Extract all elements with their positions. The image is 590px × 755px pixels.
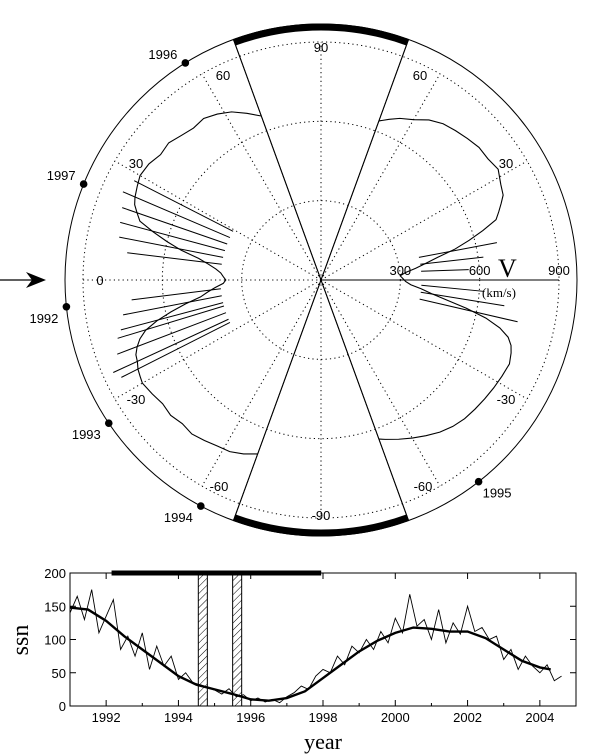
angle-tick-label: 90 xyxy=(314,40,328,55)
y-tick-label: 200 xyxy=(44,566,66,581)
angle-tick-label: -90 xyxy=(312,508,331,523)
polar-series xyxy=(113,111,518,455)
arrow-head-icon xyxy=(26,272,46,288)
year-dot xyxy=(474,477,483,486)
speed-spike xyxy=(122,207,228,245)
x-tick-label: 2002 xyxy=(453,710,482,725)
x-tick-label: 2004 xyxy=(525,710,554,725)
speed-spike xyxy=(122,295,222,316)
radial-tick-label: 900 xyxy=(548,263,570,278)
speed-spike xyxy=(133,180,234,232)
sector-arc xyxy=(233,23,409,46)
year-label: 1995 xyxy=(483,486,512,501)
speed-spike xyxy=(119,236,224,258)
y-tick-label: 50 xyxy=(52,666,66,681)
year-dot xyxy=(197,502,205,510)
y-tick-label: 0 xyxy=(59,699,66,714)
y-axis-title: ssn xyxy=(8,625,34,656)
grid-spoke xyxy=(201,73,322,281)
speed-trace-right xyxy=(378,117,512,440)
speed-spike xyxy=(120,221,226,252)
hatched-band xyxy=(232,572,243,707)
speed-spike xyxy=(420,256,484,265)
speed-spike xyxy=(419,298,518,323)
x-ticks: 1992 1994 1996 1998 2000 2002 2004 xyxy=(69,573,577,725)
radial-tick-labels: 300 600 900 xyxy=(389,263,569,278)
speed-spike xyxy=(117,305,225,339)
year-label: 1997 xyxy=(47,168,76,183)
grid-spoke xyxy=(320,279,528,400)
x-tick-label: 1998 xyxy=(309,710,338,725)
x-tick-label: 1992 xyxy=(92,710,121,725)
grid-spoke xyxy=(114,279,322,400)
angle-tick-label: 30 xyxy=(499,156,513,171)
speed-spike xyxy=(113,318,229,373)
angle-tick-label: -60 xyxy=(414,479,433,494)
sector-boundary xyxy=(232,39,410,521)
sector-arc xyxy=(233,514,409,537)
year-label: 1996 xyxy=(148,47,177,62)
ssn-line-smooth xyxy=(69,606,551,702)
angle-tick-label: 0 xyxy=(96,273,103,288)
polar-grid xyxy=(82,41,560,519)
angle-tick-label: 30 xyxy=(129,156,143,171)
speed-spike xyxy=(122,191,231,238)
radial-tick-label: 600 xyxy=(469,263,491,278)
speed-spike xyxy=(420,291,505,307)
grid-spoke xyxy=(320,279,441,487)
angle-tick-label: -30 xyxy=(127,392,146,407)
y-tick-label: 150 xyxy=(44,599,66,614)
speed-spike xyxy=(421,269,469,272)
ssn-line-thin xyxy=(69,589,562,704)
grid-spoke xyxy=(114,160,322,281)
grid-spoke xyxy=(320,73,441,281)
year-label: 1994 xyxy=(164,510,193,525)
x-tick-label: 1996 xyxy=(236,710,265,725)
year-markers: 1992 1993 1994 1995 1996 1997 xyxy=(29,47,511,525)
year-dot xyxy=(104,419,113,427)
polar-sectors xyxy=(232,23,410,537)
radial-axis-unit: (km/s) xyxy=(482,285,516,300)
ssn-chart: 1992 1994 1996 1998 2000 2002 2004 0 50 100 150 20… xyxy=(8,566,577,754)
grid-spoke xyxy=(201,279,322,487)
speed-spike xyxy=(418,242,497,258)
speed-spike xyxy=(421,284,485,292)
year-label: 1993 xyxy=(72,427,101,442)
speed-trace-left xyxy=(134,111,262,455)
year-label: 1992 xyxy=(29,311,58,326)
ssn-plot-frame xyxy=(69,572,577,707)
angle-tick-label: 60 xyxy=(216,68,230,83)
radial-axis-title: V xyxy=(498,254,517,283)
speed-spike xyxy=(121,322,231,378)
speed-spike xyxy=(120,302,224,331)
arrow-marker xyxy=(0,272,46,288)
x-tick-label: 2000 xyxy=(381,710,410,725)
angle-tick-label: 60 xyxy=(413,68,427,83)
speed-spike xyxy=(131,288,221,301)
year-dot xyxy=(62,302,71,311)
x-axis-title: year xyxy=(304,729,343,754)
x-tick-label: 1994 xyxy=(164,710,193,725)
year-dot xyxy=(181,59,190,67)
speed-spike xyxy=(117,312,227,355)
y-tick-label: 100 xyxy=(44,633,66,648)
angle-tick-label: -30 xyxy=(497,392,516,407)
radial-tick-label: 300 xyxy=(389,263,411,278)
speed-spike xyxy=(127,252,222,265)
ssn-series xyxy=(69,589,562,704)
y-ticks: 0 50 100 150 200 xyxy=(44,566,576,714)
grid-spoke xyxy=(320,160,528,281)
angle-tick-label: -60 xyxy=(210,479,229,494)
year-dot xyxy=(79,180,88,188)
